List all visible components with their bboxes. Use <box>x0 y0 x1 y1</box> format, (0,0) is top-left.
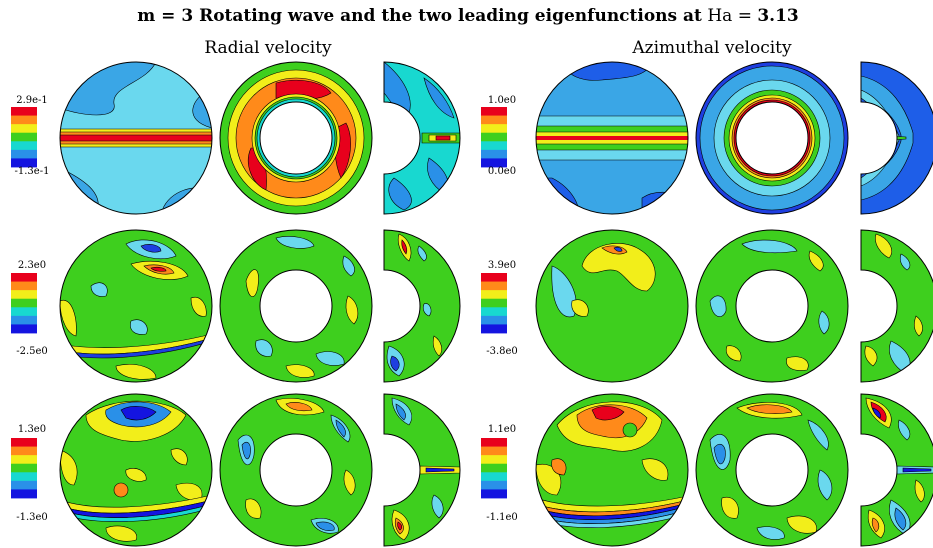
colorbar-swatch <box>11 307 37 317</box>
colorbar-swatch <box>481 324 507 334</box>
colorbar-swatch <box>11 115 37 125</box>
colorbar-swatch <box>11 438 37 447</box>
radial-equatorial-slice <box>219 61 373 215</box>
colorbar-swatch <box>11 281 37 291</box>
colorbar-swatch <box>11 315 37 325</box>
colorbar-swatch <box>481 480 507 490</box>
azimuthal-equatorial-slice <box>695 393 849 547</box>
colorbar-swatch <box>481 141 507 151</box>
colorbar-max-label: 1.3e0 <box>18 424 46 435</box>
figure-title: m = 3 Rotating wave and the two leading … <box>137 6 799 26</box>
azimuthal-sphere-view <box>536 394 688 546</box>
colorbar-max-label: 1.1e0 <box>488 424 516 435</box>
colorbar-max-label: 2.9e-1 <box>16 95 48 106</box>
azimuthal-sphere-view <box>536 62 688 214</box>
colorbar-swatch <box>481 446 507 456</box>
colorbar-swatch <box>11 446 37 456</box>
colorbar-swatch <box>11 472 37 482</box>
colorbar-swatch <box>481 438 507 447</box>
colorbar-swatch <box>481 463 507 473</box>
colorbar-swatch <box>481 281 507 291</box>
colorbar-swatch <box>11 298 37 308</box>
radial-meridional-slice <box>384 394 460 546</box>
colorbar-swatch <box>11 489 37 499</box>
header-azimuthal-velocity: Azimuthal velocity <box>631 38 792 58</box>
colorbar-min-label: -1.1e0 <box>486 512 518 523</box>
colorbar-max-label: 3.9e0 <box>488 260 516 271</box>
colorbar-max-label: 1.0e0 <box>488 95 516 106</box>
colorbar-swatch <box>481 132 507 142</box>
colorbar-swatch <box>481 298 507 308</box>
azimuthal-equatorial-slice <box>695 229 849 383</box>
colorbar-swatch <box>481 290 507 300</box>
colorbars <box>11 107 507 499</box>
radial-meridional-slice <box>384 62 460 214</box>
colorbar-swatch <box>11 149 37 159</box>
colorbar-swatch <box>11 158 37 168</box>
colorbar-swatch <box>11 455 37 465</box>
colorbar-swatch <box>481 455 507 465</box>
azimuthal-meridional-slice <box>861 230 933 382</box>
radial-meridional-slice <box>384 230 460 382</box>
colorbar-swatch <box>11 290 37 300</box>
colorbar-min-label: 0.0e0 <box>488 166 516 177</box>
azimuthal-meridional-slice <box>861 62 933 214</box>
colorbar-min-label: -2.5e0 <box>16 346 48 357</box>
azimuthal-equatorial-slice <box>695 61 849 215</box>
colorbar-swatch <box>481 315 507 325</box>
colorbar-swatch <box>11 107 37 116</box>
colorbar-swatch <box>11 463 37 473</box>
colorbar-swatch <box>481 472 507 482</box>
radial-sphere-view <box>60 394 212 546</box>
colorbar-max-label: 2.3e0 <box>18 260 46 271</box>
colorbar-swatch <box>481 107 507 116</box>
colorbar-swatch <box>481 489 507 499</box>
colorbar-swatch <box>11 480 37 490</box>
colorbar-swatch <box>11 141 37 151</box>
colorbar-swatch <box>11 132 37 142</box>
colorbar-swatch <box>481 158 507 168</box>
colorbar-swatch <box>11 273 37 282</box>
header-radial-velocity: Radial velocity <box>204 38 332 58</box>
radial-equatorial-slice <box>219 229 373 383</box>
radial-sphere-view <box>60 62 212 214</box>
colorbar-min-label: -1.3e-1 <box>15 166 50 177</box>
radial-sphere-view <box>60 230 212 382</box>
colorbar-swatch <box>11 124 37 134</box>
colorbar-swatch <box>11 324 37 334</box>
colorbar-swatch <box>481 124 507 134</box>
radial-equatorial-slice <box>219 393 373 547</box>
colorbar-swatch <box>481 149 507 159</box>
colorbar-swatch <box>481 307 507 317</box>
colorbar-min-label: -3.8e0 <box>486 346 518 357</box>
colorbar-min-label: -1.3e0 <box>16 512 48 523</box>
colorbar-swatch <box>481 115 507 125</box>
azimuthal-sphere-view <box>536 230 688 382</box>
colorbar-swatch <box>481 273 507 282</box>
azimuthal-meridional-slice <box>861 394 933 546</box>
